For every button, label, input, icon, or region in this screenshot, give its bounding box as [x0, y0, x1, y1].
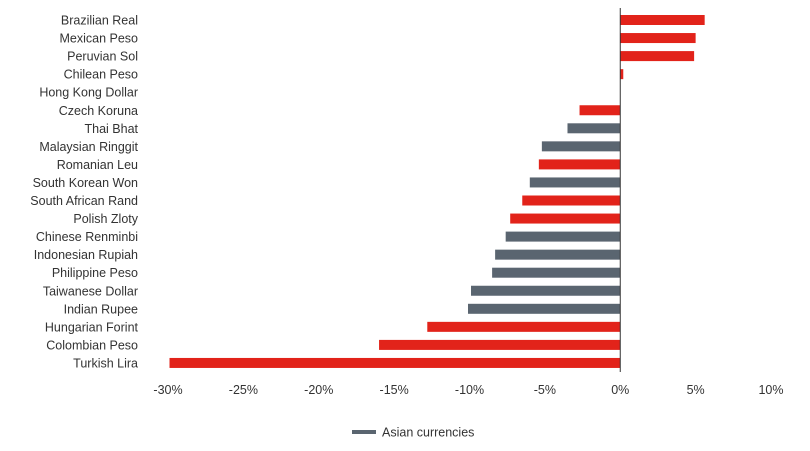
category-label-czech-koruna: Czech Koruna [59, 104, 138, 118]
category-label-hong-kong-dollar: Hong Kong Dollar [39, 86, 138, 100]
x-tick-label: -5% [534, 383, 556, 397]
bar-malaysian-ringgit [541, 141, 621, 152]
bar-peruvian-sol [620, 51, 695, 62]
category-label-mexican-peso: Mexican Peso [59, 32, 138, 46]
bar-philippine-peso [492, 267, 621, 278]
legend-label-asian: Asian currencies [382, 426, 474, 440]
category-label-indian-rupee: Indian Rupee [64, 302, 138, 316]
category-label-south-korean-won: South Korean Won [33, 176, 138, 190]
category-label-polish-zloty: Polish Zloty [73, 212, 138, 226]
bars-group [169, 15, 705, 368]
x-tick-label: -25% [229, 383, 258, 397]
bar-indonesian-rupiah [495, 249, 621, 260]
category-label-colombian-peso: Colombian Peso [46, 338, 138, 352]
bar-polish-zloty [510, 213, 621, 224]
bar-chinese-renminbi [505, 231, 621, 242]
bar-south-african-rand [522, 195, 621, 206]
x-tick-label: -30% [153, 383, 182, 397]
category-label-indonesian-rupiah: Indonesian Rupiah [34, 248, 138, 262]
x-tick-label: 5% [687, 383, 705, 397]
x-tick-label: -10% [455, 383, 484, 397]
category-label-taiwanese-dollar: Taiwanese Dollar [43, 284, 138, 298]
x-tick-label: 10% [758, 383, 783, 397]
bar-turkish-lira [169, 357, 621, 368]
x-tick-label: -20% [304, 383, 333, 397]
category-label-chilean-peso: Chilean Peso [64, 68, 138, 82]
category-label-philippine-peso: Philippine Peso [52, 266, 138, 280]
bar-mexican-peso [620, 33, 696, 44]
bar-taiwanese-dollar [471, 285, 621, 296]
bar-indian-rupee [467, 303, 621, 314]
bar-colombian-peso [379, 339, 621, 350]
bar-brazilian-real [620, 15, 705, 25]
category-label-malaysian-ringgit: Malaysian Ringgit [39, 140, 138, 154]
legend: Asian currencies [352, 426, 474, 440]
bar-czech-koruna [579, 105, 621, 116]
x-tick-label: 0% [611, 383, 629, 397]
bar-south-korean-won [529, 177, 621, 188]
category-label-peruvian-sol: Peruvian Sol [67, 50, 138, 64]
x-axis-ticks: -30% -25% -20% -15% -10% -5% 0% 5% 10% [153, 383, 783, 397]
bar-hungarian-forint [427, 321, 621, 332]
category-label-chinese-renminbi: Chinese Renminbi [36, 230, 138, 244]
category-labels: Brazilian Real Mexican Peso Peruvian Sol Ch… [30, 14, 138, 371]
category-label-brazilian-real: Brazilian Real [61, 14, 138, 28]
bar-romanian-leu [538, 159, 621, 170]
category-label-turkish-lira: Turkish Lira [73, 356, 138, 370]
bar-chilean-peso [620, 69, 624, 80]
category-label-hungarian-forint: Hungarian Forint [45, 320, 139, 334]
bar-thai-bhat [567, 123, 621, 134]
category-label-south-african-rand: South African Rand [30, 194, 138, 208]
category-label-romanian-leu: Romanian Leu [57, 158, 138, 172]
x-tick-label: -15% [380, 383, 409, 397]
category-label-thai-bhat: Thai Bhat [84, 122, 138, 136]
